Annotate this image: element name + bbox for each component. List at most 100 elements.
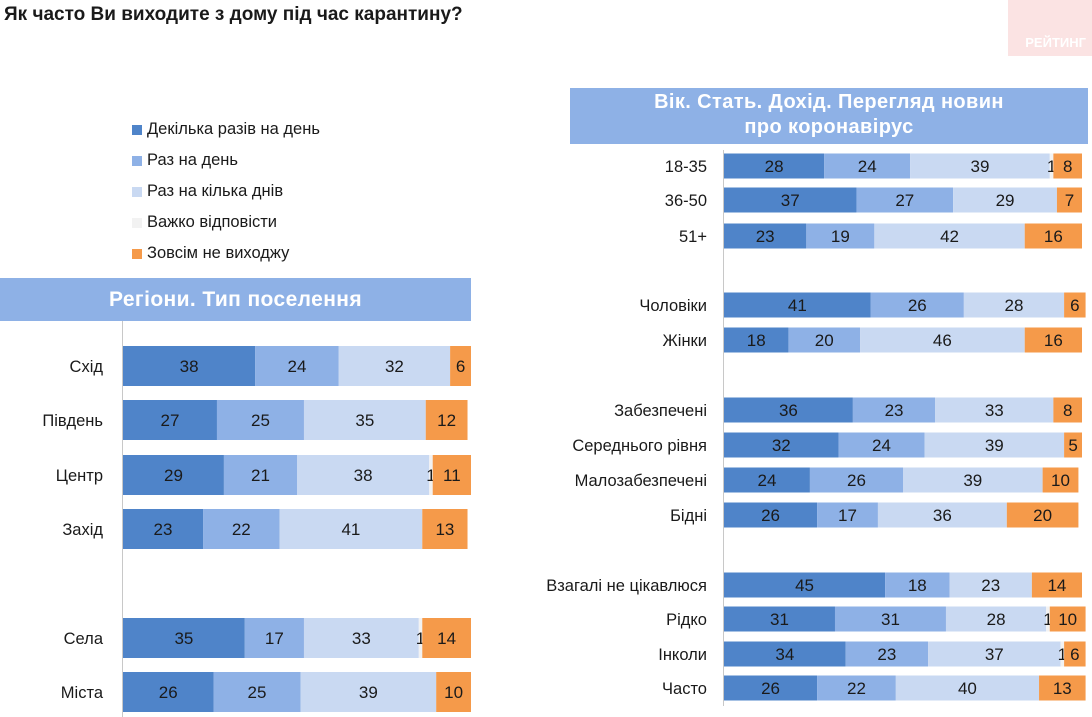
data-label: 22: [232, 520, 251, 539]
bar-segment: [1060, 641, 1065, 667]
bar-segment: [885, 572, 950, 598]
bar-segment: [123, 618, 245, 658]
bar-segment: [1039, 675, 1086, 701]
bar-segment: [724, 187, 857, 213]
data-label: 27: [895, 191, 914, 210]
legend-label: Раз на кілька днів: [147, 182, 284, 200]
right-panel-title-line1: Вік. Стать. Дохід. Перегляд новин: [654, 91, 1004, 113]
bar-segment: [244, 618, 304, 658]
data-label: 13: [435, 520, 454, 539]
bar-segment: [300, 672, 437, 712]
bar-segment: [945, 606, 1047, 632]
bar-segment: [1053, 397, 1082, 423]
data-label: 36: [933, 506, 952, 525]
data-label: 23: [877, 645, 896, 664]
data-label: 28: [987, 610, 1006, 629]
legend-label: Важко відповісти: [147, 213, 278, 231]
data-label: 6: [456, 357, 465, 376]
data-label: 24: [858, 157, 877, 176]
bar-segment: [724, 432, 839, 458]
bar-segment: [1006, 502, 1079, 528]
bar-segment: [910, 153, 1050, 179]
data-label: 27: [161, 411, 180, 430]
data-label: 23: [981, 576, 1000, 595]
bar-segment: [1056, 187, 1082, 213]
bar-segment: [123, 672, 214, 712]
data-label: 35: [355, 411, 374, 430]
data-label: 33: [985, 401, 1004, 420]
bar-segment: [856, 187, 954, 213]
bar-segment: [824, 153, 911, 179]
bar-segment: [852, 397, 936, 423]
bar-segment: [1024, 327, 1082, 353]
data-label: 10: [1058, 610, 1077, 629]
bar-segment: [845, 641, 929, 667]
bar-segment: [303, 618, 419, 658]
data-label: 10: [1051, 471, 1070, 490]
bar-segment: [935, 397, 1054, 423]
right-panel-title: Вік. Стать. Дохід. Перегляд новин про ко…: [570, 88, 1088, 144]
bar-segment: [924, 432, 1065, 458]
data-label: 31: [881, 610, 900, 629]
bar-segment: [870, 292, 964, 318]
bar-segment: [1064, 432, 1082, 458]
bar-segment: [809, 467, 903, 493]
category-label: Бідні: [670, 507, 707, 525]
bar-segment: [303, 400, 426, 440]
data-label: 13: [1053, 679, 1072, 698]
category-label: 51+: [679, 228, 707, 246]
data-label: 18: [908, 576, 927, 595]
category-label: Малозабезпечені: [575, 472, 707, 490]
category-label: 18-35: [665, 158, 707, 176]
data-label: 12: [437, 411, 456, 430]
data-label: 26: [159, 683, 178, 702]
bar-segment: [1024, 223, 1082, 249]
legend-label: Раз на день: [147, 151, 238, 169]
data-label: 22: [847, 679, 866, 698]
legend-swatch: [132, 155, 142, 166]
bar-segment: [425, 400, 468, 440]
category-label: Південь: [42, 412, 103, 430]
data-label: 8: [1063, 401, 1072, 420]
bar-segment: [963, 292, 1065, 318]
bar-segment: [877, 502, 1007, 528]
data-label: 18: [747, 331, 766, 350]
bar-segment: [123, 509, 204, 549]
data-label: 26: [847, 471, 866, 490]
legend-item: Раз на день: [132, 145, 320, 176]
bar-segment: [1053, 153, 1082, 179]
category-label: Захід: [62, 521, 103, 539]
data-label: 24: [757, 471, 776, 490]
bar-segment: [429, 455, 433, 495]
category-label: Чоловіки: [639, 297, 707, 315]
brand-logo: РЕЙТИНГ: [1008, 0, 1092, 56]
bar-segment: [123, 346, 256, 386]
bar-segment: [436, 672, 471, 712]
bar-segment: [724, 292, 871, 318]
data-label: 41: [788, 296, 807, 315]
category-label: Рідко: [666, 611, 707, 629]
bar-segment: [1031, 572, 1082, 598]
data-label: 6: [1070, 645, 1079, 664]
data-label: 33: [352, 629, 371, 648]
data-label: 29: [996, 191, 1015, 210]
data-label: 34: [775, 645, 794, 664]
data-label: 17: [265, 629, 284, 648]
category-label: Забезпечені: [614, 402, 707, 420]
bar-segment: [255, 346, 339, 386]
bar-segment: [949, 572, 1032, 598]
bar-segment: [817, 502, 878, 528]
data-label: 16: [1044, 227, 1063, 246]
bar-segment: [338, 346, 451, 386]
data-label: 6: [1070, 296, 1079, 315]
data-label: 1: [1058, 645, 1067, 664]
bar-segment: [123, 455, 224, 495]
data-label: 25: [251, 411, 270, 430]
bar-segment: [724, 153, 825, 179]
bar-segment: [279, 509, 423, 549]
bar-segment: [724, 641, 846, 667]
bar-segment: [724, 572, 886, 598]
category-label: Середнього рівня: [572, 437, 707, 455]
